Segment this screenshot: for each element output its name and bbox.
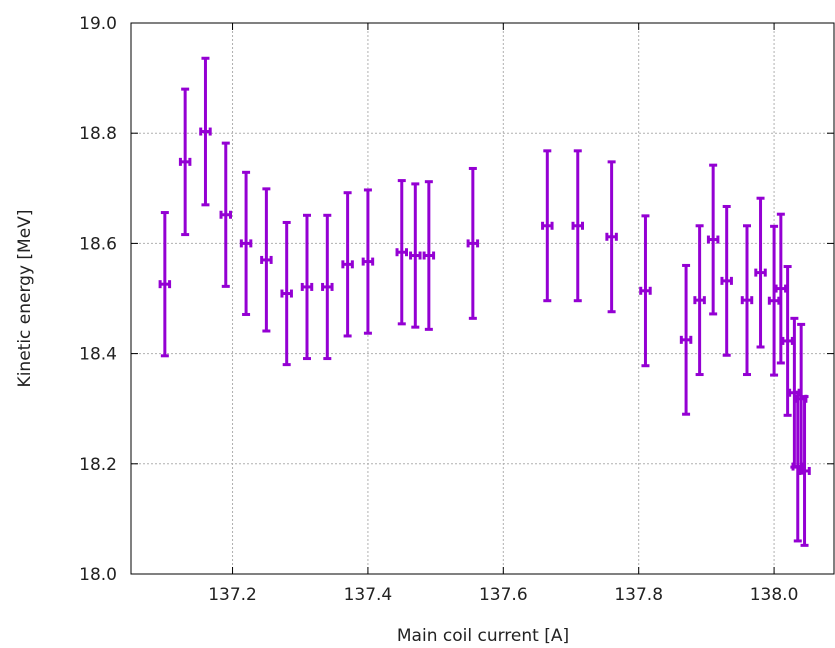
data-point <box>706 163 720 316</box>
data-point <box>361 188 375 335</box>
data-point <box>774 212 788 365</box>
x-axis-title: Main coil current [A] <box>397 626 569 646</box>
data-point <box>720 204 733 357</box>
data-point <box>219 141 233 288</box>
data-point <box>178 87 192 237</box>
plot-frame <box>130 22 835 575</box>
x-tick-label: 137.4 <box>344 585 393 605</box>
data-point <box>260 187 273 333</box>
y-tick-label: 18.6 <box>79 234 117 254</box>
axis-ticks: 137.2 137.4 137.6 137.8 138.0 18.0 18.2 18.4 18.… <box>79 14 834 605</box>
data-point <box>679 263 693 416</box>
data-point <box>767 224 781 377</box>
data-point <box>466 166 480 320</box>
data-point <box>158 211 172 358</box>
y-tick-label: 18.4 <box>79 345 117 365</box>
data-point <box>605 160 618 314</box>
data-point <box>409 182 422 329</box>
y-tick-label: 18.0 <box>79 565 117 585</box>
y-tick-label: 18.2 <box>79 455 117 475</box>
data-point <box>571 149 585 303</box>
x-tick-label: 137.6 <box>479 585 528 605</box>
data-point <box>754 196 767 349</box>
data-point <box>541 149 554 303</box>
data-point <box>280 220 293 367</box>
data-point <box>300 213 314 361</box>
data-point <box>693 224 706 377</box>
data-point <box>341 191 354 338</box>
data-point <box>422 180 436 331</box>
x-tick-label: 138.0 <box>750 585 799 605</box>
data-point <box>798 395 811 547</box>
data-series <box>158 56 811 547</box>
x-tick-label: 137.2 <box>208 585 257 605</box>
y-tick-label: 19.0 <box>79 14 117 34</box>
data-point <box>740 224 754 377</box>
data-point <box>321 213 334 361</box>
y-tick-label: 18.8 <box>79 124 117 144</box>
data-point <box>639 214 652 368</box>
x-tick-label: 137.8 <box>614 585 663 605</box>
data-point <box>781 265 794 417</box>
data-point <box>239 170 253 316</box>
data-point <box>199 56 212 207</box>
y-axis-title: Kinetic energy [MeV] <box>15 210 35 388</box>
data-point <box>395 179 409 326</box>
